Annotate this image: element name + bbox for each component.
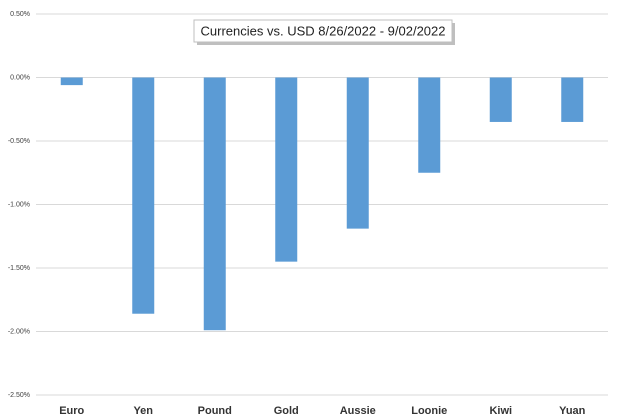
y-tick-label: -0.50% — [8, 138, 30, 145]
y-tick-label: 0.00% — [10, 74, 30, 81]
bar — [275, 77, 298, 262]
x-tick-label: Yen — [133, 405, 153, 417]
bar — [561, 77, 584, 122]
bar — [489, 77, 512, 122]
bar — [203, 77, 226, 331]
x-tick-label: Kiwi — [489, 405, 512, 417]
y-tick-label: -2.50% — [8, 392, 30, 399]
bar — [60, 77, 83, 86]
y-tick-label: -1.50% — [8, 265, 30, 272]
chart-title: Currencies vs. USD 8/26/2022 - 9/02/2022 — [201, 23, 446, 38]
x-tick-label: Loonie — [411, 405, 447, 417]
bar — [346, 77, 369, 229]
x-tick-label: Euro — [59, 405, 84, 417]
bar — [132, 77, 155, 314]
bar — [418, 77, 441, 173]
x-tick-label: Gold — [274, 405, 299, 417]
y-tick-label: -1.00% — [8, 201, 30, 208]
title-box — [193, 19, 453, 43]
y-tick-label: 0.50% — [10, 11, 30, 18]
y-tick-label: -2.00% — [8, 328, 30, 335]
x-tick-label: Yuan — [559, 405, 586, 417]
x-tick-label: Aussie — [340, 405, 376, 417]
x-tick-label: Pound — [198, 405, 232, 417]
